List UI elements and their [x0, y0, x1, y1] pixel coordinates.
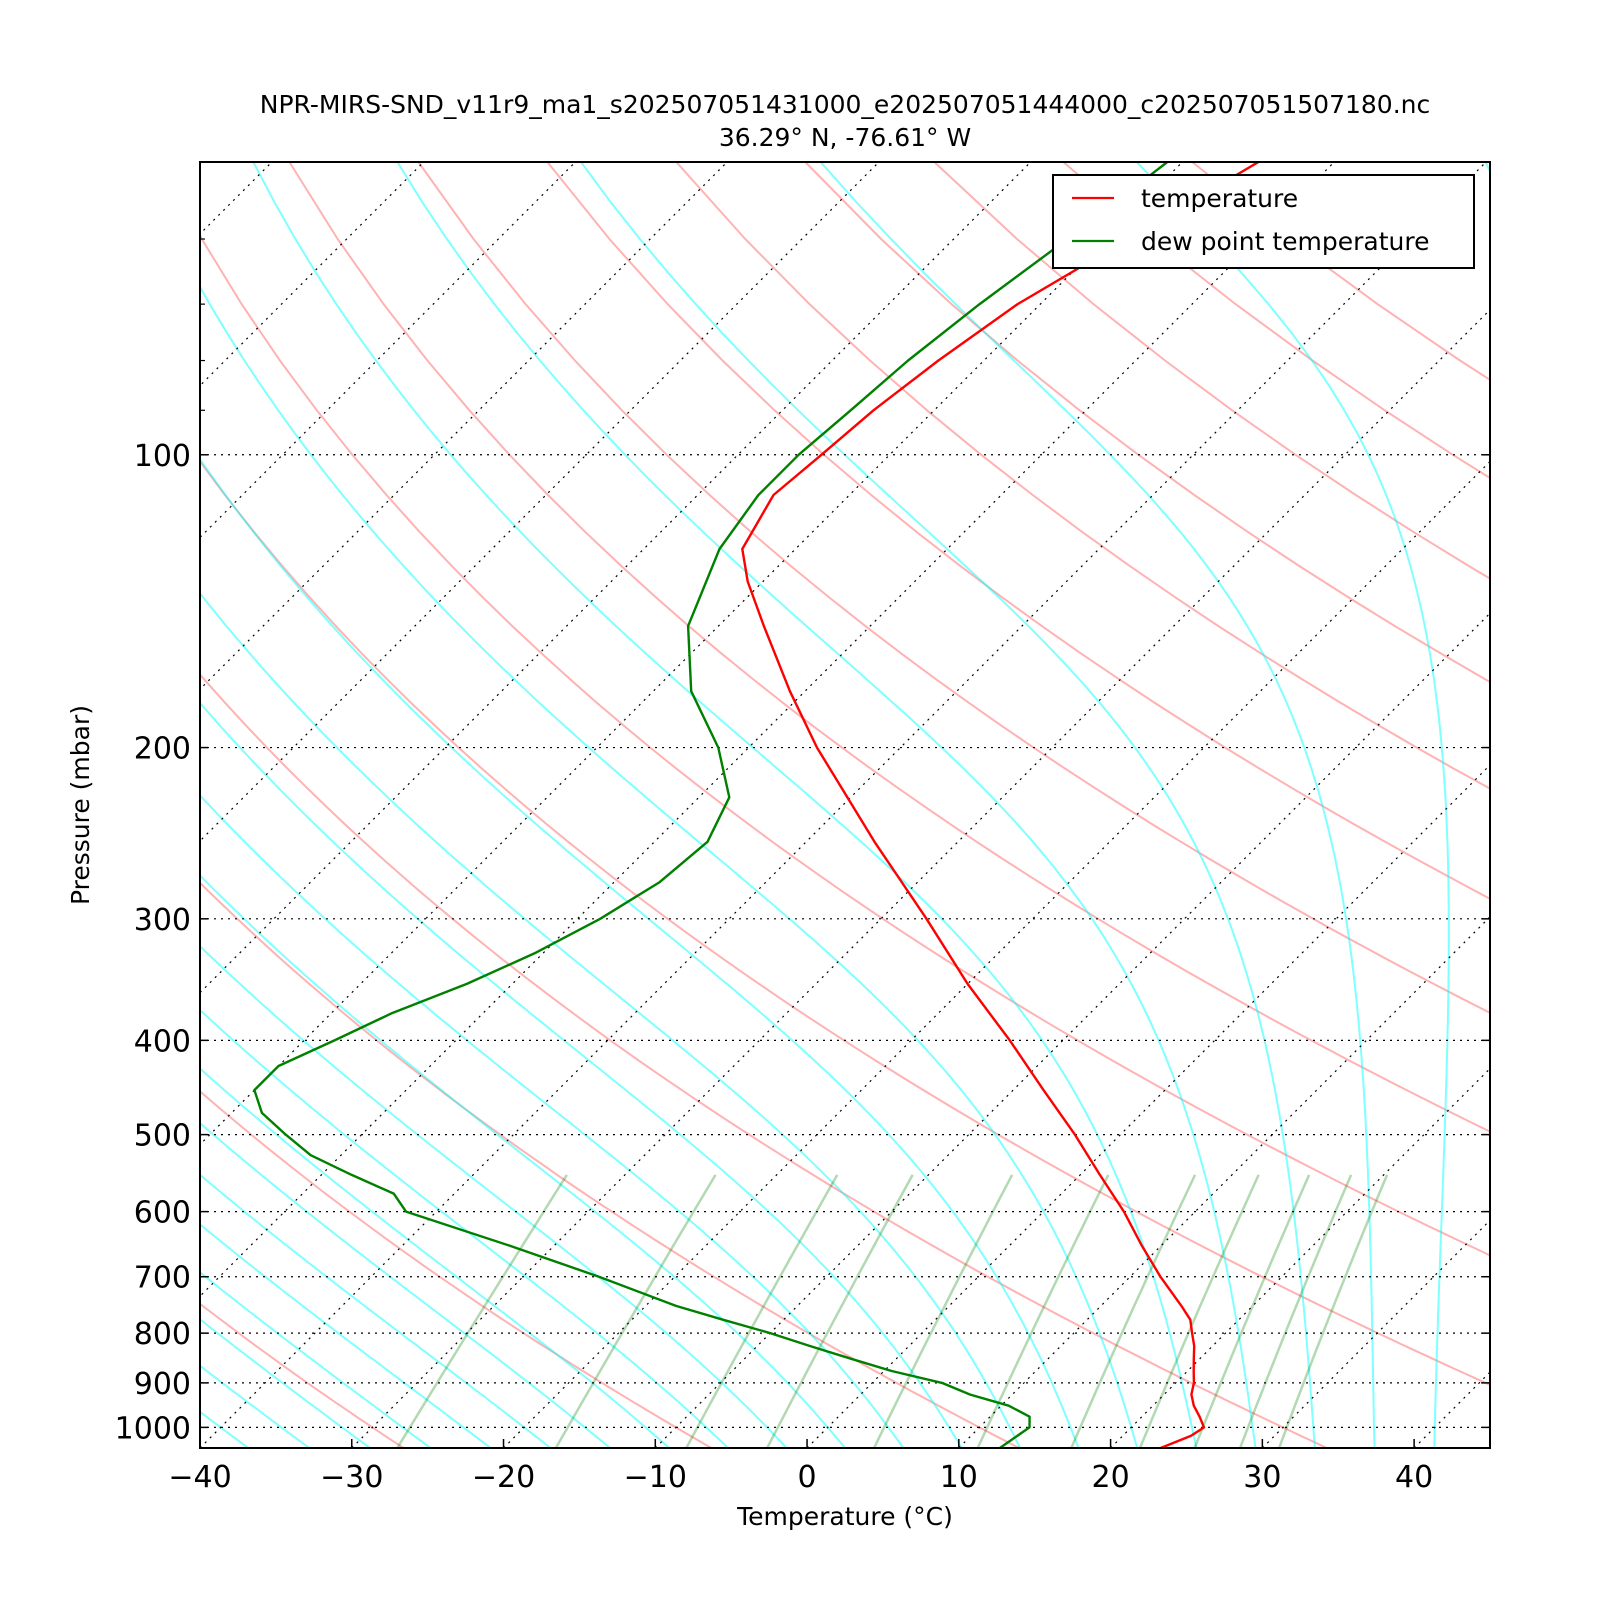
moist-adiabat-line — [200, 944, 788, 1448]
moist-adiabat-line — [200, 1121, 611, 1448]
moist-adiabat-line — [200, 701, 963, 1448]
moist-adiabat-line — [200, 284, 1139, 1448]
plot-frame — [199, 161, 1491, 1449]
dew-point-line — [253, 162, 1169, 1448]
mixing-ratio-line — [766, 1174, 914, 1448]
legend-label-dew-point: dew point temperature — [1141, 227, 1430, 256]
moist-adiabat-line — [396, 162, 1257, 1448]
legend-frame — [1052, 174, 1475, 269]
dry-adiabat-line — [417, 162, 1490, 1015]
y-tick-label: 100 — [134, 439, 191, 474]
x-axis-ticks: −40 −30 −20 −10 0 10 20 30 40 — [168, 1439, 1433, 1495]
y-tick-label: 1000 — [115, 1411, 191, 1446]
y-tick-label: 400 — [134, 1024, 191, 1059]
mixing-ratio-line — [1070, 1174, 1197, 1448]
dry-adiabats — [200, 162, 1490, 1448]
mixing-ratio-line — [872, 1174, 1014, 1448]
dry-adiabat-line — [200, 233, 1490, 1257]
chart-subtitle: 36.29° N, -76.61° W — [719, 123, 971, 152]
chart-title: NPR-MIRS-SND_v11r9_ma1_s202507051431000_… — [260, 90, 1431, 119]
dry-adiabat-line — [200, 1302, 405, 1448]
moist-adiabat-line — [200, 1271, 432, 1448]
legend-label-temperature: temperature — [1141, 184, 1298, 213]
dry-adiabat-line — [546, 162, 1490, 900]
y-axis-label: Pressure (mbar) — [66, 705, 95, 905]
x-tick-label: 40 — [1395, 1460, 1433, 1495]
dry-adiabat-line — [288, 162, 1490, 1133]
x-tick-label: 10 — [940, 1460, 978, 1495]
moist-adiabat-line — [200, 1067, 670, 1448]
moist-adiabat-line — [200, 1364, 310, 1448]
y-tick-label: 600 — [134, 1196, 191, 1231]
moist-adiabat-line — [200, 591, 1021, 1448]
x-tick-label: −20 — [472, 1460, 535, 1495]
y-tick-label: 900 — [134, 1367, 191, 1402]
y-tick-label: 300 — [134, 903, 191, 938]
temperature-line — [741, 162, 1260, 1448]
y-axis-ticks: 100 200 300 400 500 600 700 800 900 1000 — [115, 161, 1490, 1446]
x-tick-label: −30 — [320, 1460, 383, 1495]
y-tick-label: 200 — [134, 732, 191, 767]
x-axis-label: Temperature (°C) — [736, 1502, 953, 1531]
x-tick-label: 0 — [798, 1460, 817, 1495]
legend: temperature dew point temperature — [1052, 174, 1475, 269]
mixing-ratio-line — [1193, 1174, 1311, 1448]
dry-adiabat-line — [200, 459, 1490, 1387]
moist-adiabat-line — [200, 1223, 492, 1448]
moist-adiabat-line — [580, 162, 1316, 1448]
y-tick-label: 800 — [134, 1317, 191, 1352]
mixing-ratio-line — [685, 1174, 839, 1448]
dry-adiabat-line — [675, 162, 1490, 790]
sounding-series — [253, 162, 1260, 1448]
x-tick-label: −10 — [624, 1460, 687, 1495]
y-tick-label: 700 — [134, 1261, 191, 1296]
mixing-ratio-line — [1277, 1174, 1389, 1448]
moist-adiabat-line — [252, 162, 1198, 1448]
dry-adiabat-line — [200, 672, 1328, 1448]
dry-adiabat-line — [200, 1090, 712, 1448]
plot-area — [200, 162, 1490, 1448]
moist-adiabat-line — [200, 1318, 371, 1448]
x-tick-label: 20 — [1091, 1460, 1129, 1495]
x-tick-label: 30 — [1243, 1460, 1281, 1495]
moist-adiabat-line — [819, 162, 1376, 1448]
moist-adiabats — [200, 162, 1490, 1448]
moist-adiabat-line — [1135, 162, 1450, 1448]
dry-adiabat-line — [200, 881, 1020, 1448]
moist-adiabat-line — [200, 874, 846, 1448]
x-tick-label: −40 — [168, 1460, 231, 1495]
mixing-ratio-line — [554, 1174, 717, 1448]
isobar-gridlines — [200, 454, 1490, 1428]
moist-adiabat-line — [200, 457, 1080, 1448]
moist-adiabat-line — [200, 793, 905, 1448]
moist-adiabat-line — [200, 1008, 729, 1448]
y-tick-label: 500 — [134, 1119, 191, 1154]
